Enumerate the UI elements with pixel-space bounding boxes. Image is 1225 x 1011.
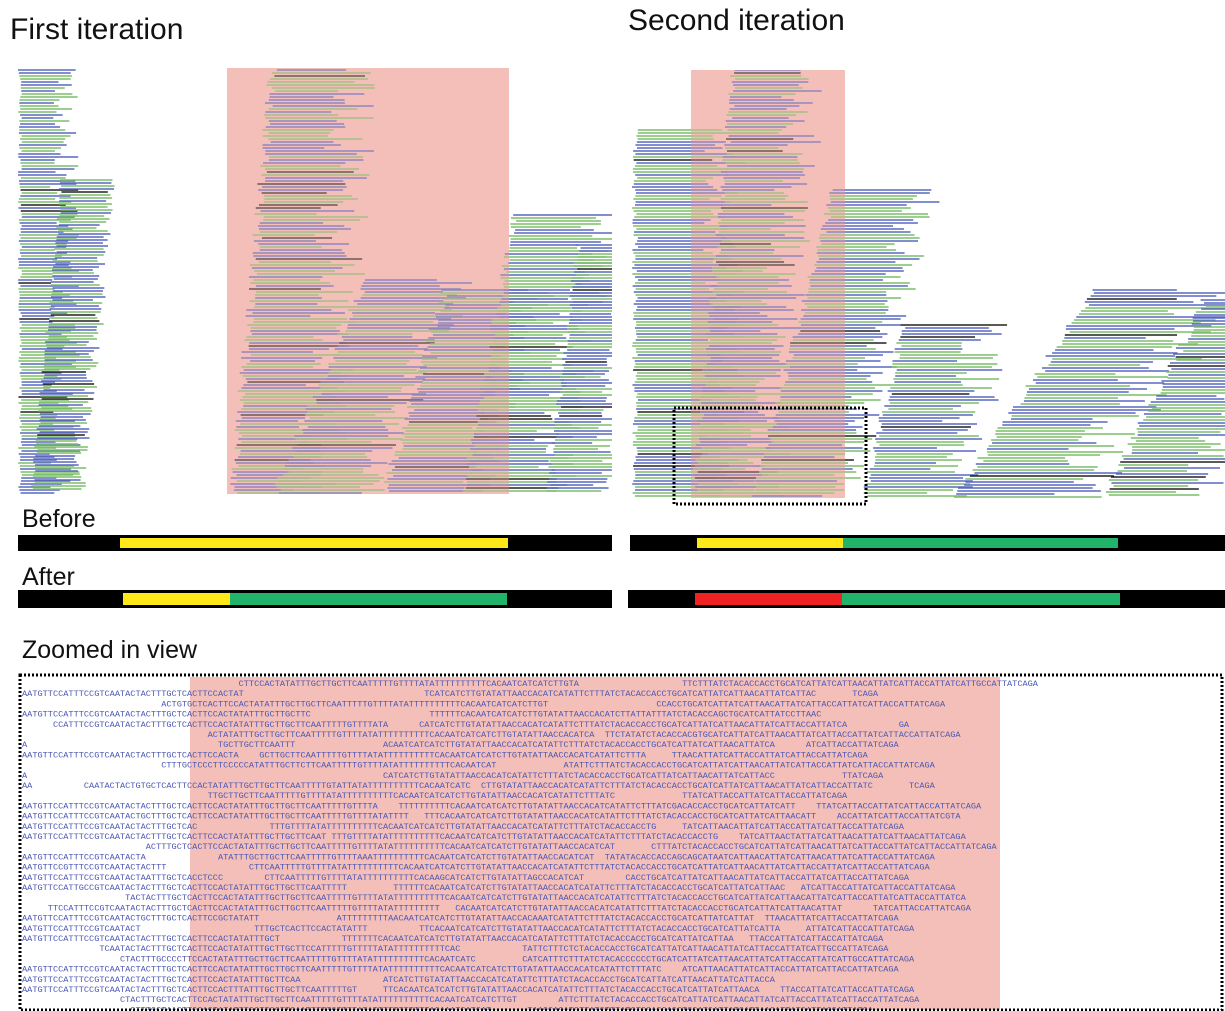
sequence-row: ACTTTGCTCACTTCCACTATATTTGCTTGCTTCAATTTTT… — [22, 842, 998, 852]
sequence-row: A TGCTTGCTTCAATTT ACAATCATCATCTTGTATATTA… — [22, 740, 900, 750]
highlight-overlay — [227, 68, 509, 494]
sequence-row: ACTATATTTGCTTGCTTCAATTTTTGTTTTATATTTTTTT… — [22, 730, 961, 740]
sequence-row: TTGCTTGCTTCAATTTTTGTTTTATATTTTTTTTTTCACA… — [22, 791, 848, 801]
sequence-row: AATGTTCCATTTCCGTCAATACT TTTGCTCACTTCCACT… — [22, 924, 915, 934]
track-segment — [230, 593, 507, 605]
sequence-row: AA CAATACTACTGTGCTCACTTCCACTATATTTGCTTGC… — [22, 781, 936, 791]
sequence-row: AATGTTCCATTGCCGTCAATACTACTTTGCTCACTTCCAC… — [22, 883, 956, 893]
track-segment — [123, 593, 230, 605]
highlight-overlay — [691, 70, 845, 498]
sequence-row: AATGTTCCATTTCCGTCAATACTACTTTGCTCAC TTTGT… — [22, 822, 905, 832]
sequence-row: TTCCATTTCCGTCAATACTACTTTGCTCACTTCCACTATA… — [22, 903, 972, 913]
track-segment — [697, 538, 843, 548]
sequence-alignment: CTTCCACTATATTTGCTTGCTTCAATTTTTGTTTTATATT… — [22, 679, 1039, 1011]
sequence-row: CTTTGCTCCCTTCCCCCATATTTGCTTCTTCAATTTTTGT… — [22, 761, 936, 771]
sequence-row: AATGTTCCATTTCCGTCAATACTACTTTGCTCACTTCCAC… — [22, 934, 884, 944]
track-label: After — [22, 563, 75, 591]
sequence-row: TACTACTTTGCTCACTTCCACTATATTTGCTTGCTTCAAT… — [22, 893, 967, 903]
track-segment — [842, 593, 1120, 605]
read-pileup — [632, 70, 1225, 498]
zoom-box — [672, 406, 868, 506]
zoom-title: Zoomed in view — [22, 636, 198, 664]
sequence-row: AATGTTCCATTTCCGTCAATACTACTTTGCTCACTTCCAC… — [22, 985, 915, 995]
sequence-row: AATGTTCCATTTCCGTCAATACTGCTTTGCTCACTTCCGC… — [22, 914, 900, 924]
sequence-row: AATGTTCCATTTCCGTCAATACTACTTTGCTCACTTCCAC… — [22, 801, 982, 811]
sequence-row: AATGTTCCGTTTCCGTCAATACTACTTT CTTCAATTTTT… — [22, 863, 930, 873]
left-title: First iteration — [10, 13, 183, 46]
sequence-row: CTACTTTGCCCCTTCCACTATATTTGCTTGCTTCAATTTT… — [22, 954, 915, 964]
track-segment — [120, 538, 508, 548]
sequence-row: AATGTTCCATTTCCGTCAATACTACTTTGCTCACTTCCAC… — [22, 965, 900, 975]
sequence-row: AATGTTCCATTTCCGTCAATACTAATTTGCTCACCTCCC … — [22, 873, 910, 883]
sequence-row: AATGTTCCATTTCCGTCAATACTACTTTGCTCACTTCCAC… — [22, 689, 879, 699]
read-pileup — [18, 69, 612, 494]
sequence-row: CTTCCACTATATTTGCTTGCTTCAATTTTTGTTTTATATT… — [22, 679, 1039, 689]
sequence-row: CTACTTTGCTCACTTCCACTATATTTGCTTGCTTCAATTT… — [22, 995, 920, 1005]
zoom-frame — [18, 673, 1224, 1011]
sequence-row: AATGTTCCATTTCCGTCAATACTA ATATTTGCTTGCTTC… — [22, 852, 936, 862]
sequence-row: TCAATACTACTTTGCTCACTTCCACTATATTTGCTTGCTT… — [22, 944, 889, 954]
sequence-row: AATGTTCCATTTCCGTCAATACTACTTTGCTCACTTCCAC… — [22, 832, 967, 842]
sequence-row: ACTGTGCTCACTTCCACTATATTTGCTTGCTTCAATTTTT… — [22, 699, 946, 709]
track-segment — [843, 538, 1118, 548]
sequence-row: A CATCATCTTGTATATTAACCACATCATATTCTTTATCT… — [22, 771, 884, 781]
sequence-row: AATGTTCCATTTCCGTCAATACTACTTTGCTCACTTCCAC… — [22, 975, 776, 985]
sequence-row: AATGTTCCATTTCCGTCAATACTACTTTGCTCACTTCCAC… — [22, 750, 869, 760]
sequence-row: CCATTTCCGTCAATACTACTTTGCTCACTTCCACTATATT… — [22, 720, 910, 730]
sequence-row: CTTTGCTAACTTCCACTATATTTGCTTGCTTCAATTTTTG… — [22, 1005, 874, 1011]
sequence-row: AATGTTCCATTTCCGTCAATACTACTTTGCTCACTTCCAC… — [22, 710, 821, 720]
sequence-row: AATGTTCCATTTCCGTCAATACTGCTTTGCTCACTTCCAC… — [22, 812, 961, 822]
right-title: Second iteration — [628, 4, 845, 37]
track-label: Before — [22, 505, 96, 533]
track-segment — [695, 593, 842, 605]
highlight-region — [190, 677, 1000, 1010]
